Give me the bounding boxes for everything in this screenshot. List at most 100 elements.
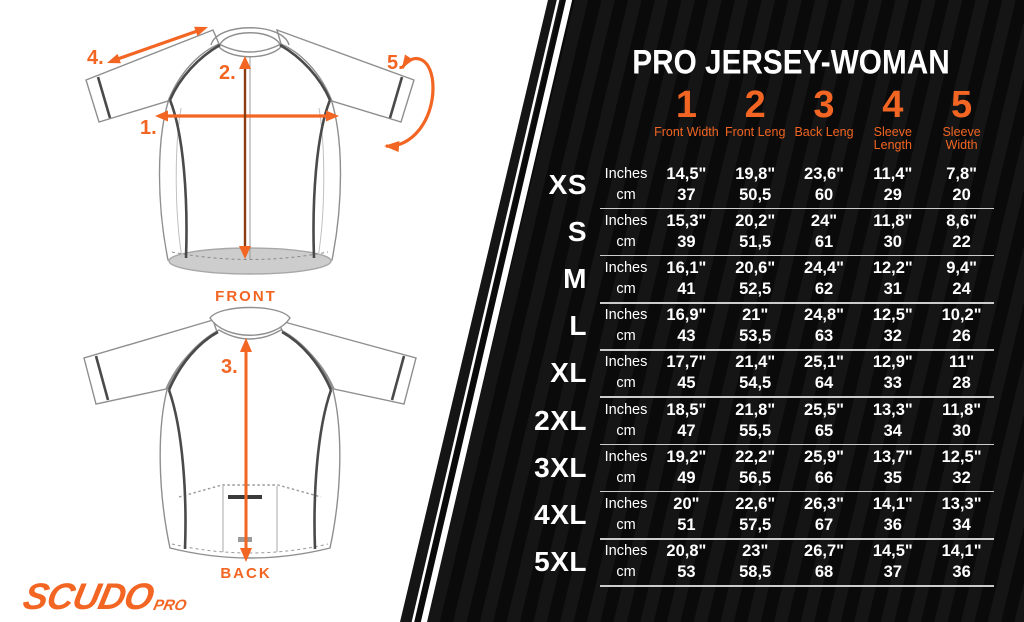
- measurement-cell: 26,3" 67: [790, 494, 859, 536]
- measurement-cell: 14,5" 37: [858, 541, 927, 583]
- measure-arrow-front-width: [155, 110, 339, 122]
- cm-value: 31: [883, 279, 902, 298]
- cm-value: 26: [952, 327, 971, 346]
- measurement-cell: 24" 61: [790, 211, 859, 253]
- cm-value: 60: [814, 185, 834, 204]
- measurement-cell: 13,7" 35: [858, 447, 927, 489]
- diagonal-stripes-background: [400, 0, 1024, 622]
- cm-value: 45: [677, 374, 696, 393]
- measure-arrow-sleeve-width: [384, 54, 435, 152]
- page-title: PRO JERSEY-WOMAN: [632, 42, 950, 82]
- cm-value: 64: [814, 374, 834, 393]
- cm-value: 58,5: [739, 563, 772, 582]
- inches-value: 20,6": [735, 258, 776, 277]
- measurement-cell: 23,6" 60: [790, 164, 859, 206]
- column-label: Front Leng: [724, 125, 786, 139]
- measurement-cell: 11,8" 30: [858, 211, 927, 253]
- measurement-cell: 11,4" 29: [858, 164, 927, 206]
- measurement-cell: 22,6" 57,5: [721, 494, 790, 536]
- measurement-cell: 12,2" 31: [858, 258, 927, 300]
- unit-label: Inches: [604, 401, 648, 418]
- cm-value: 30: [952, 421, 971, 440]
- unit-label: cm: [616, 328, 636, 345]
- inches-value: 15,3": [666, 211, 707, 230]
- size-label: M: [563, 262, 587, 294]
- measurement-cell: 8,6" 22: [927, 211, 996, 253]
- inches-value: 21,8": [735, 400, 776, 419]
- measurement-cell: 24,4" 62: [790, 258, 859, 300]
- unit-labels: Inches cm: [600, 258, 652, 300]
- cm-value: 29: [883, 185, 902, 204]
- cm-value: 67: [814, 515, 834, 534]
- inches-value: 24": [810, 211, 838, 230]
- inches-value: 26,7": [804, 542, 844, 561]
- size-row: L Inches cm 16,9" 43 21" 53,5 24,8" 63 12,5" 32 10,…: [530, 303, 996, 351]
- inches-value: 24,8": [804, 306, 844, 325]
- unit-labels: Inches cm: [600, 447, 652, 489]
- column-headers: 1 Front Width 2 Front Leng 3 Back Leng 4…: [652, 84, 996, 152]
- inches-value: 14,5": [666, 164, 707, 183]
- logo-brand-text: SCUDO: [19, 576, 157, 617]
- measurement-cell: 21,4" 54,5: [721, 352, 790, 394]
- inches-value: 8,6": [946, 211, 977, 230]
- unit-label: cm: [616, 233, 636, 250]
- measurement-cell: 12,9" 33: [858, 352, 927, 394]
- measurement-cell: 21" 53,5: [721, 305, 790, 347]
- cm-value: 36: [952, 563, 971, 582]
- column-header: 5 Sleeve Width: [927, 86, 996, 152]
- cm-value: 43: [677, 327, 696, 346]
- unit-label: Inches: [604, 259, 648, 276]
- unit-label: cm: [616, 469, 636, 486]
- cm-value: 41: [677, 279, 696, 298]
- measure-arrow-sleeve-length: [107, 26, 208, 64]
- cm-value: 39: [677, 232, 696, 251]
- column-number: 2: [744, 84, 766, 126]
- size-row: XL Inches cm 17,7" 45 21,4" 54,5 25,1" 64 12,9" 33…: [530, 350, 996, 399]
- unit-label: Inches: [604, 354, 648, 371]
- cm-value: 34: [883, 421, 902, 440]
- cm-value: 32: [883, 327, 902, 346]
- size-label: 3XL: [534, 451, 587, 483]
- measurement-cell: 20,6" 52,5: [721, 258, 790, 300]
- inches-value: 25,1": [804, 353, 844, 372]
- arrow-label-2: 2.: [219, 62, 236, 84]
- column-number: 1: [675, 84, 697, 126]
- arrow-label-5: 5.: [387, 52, 404, 74]
- column-header: 1 Front Width: [652, 84, 721, 152]
- column-label: Back Leng: [794, 125, 854, 139]
- measurement-cell: 26,7" 68: [790, 541, 859, 583]
- cm-value: 35: [883, 468, 902, 487]
- measurement-cell: 12,5" 32: [927, 447, 996, 489]
- measurement-cell: 10,2" 26: [927, 305, 996, 347]
- column-number: 3: [813, 84, 835, 126]
- inches-value: 20": [673, 494, 700, 513]
- inches-value: 16,1": [666, 258, 707, 277]
- cm-value: 52,5: [739, 279, 772, 298]
- column-header: 4 Sleeve Length: [858, 86, 927, 152]
- inches-value: 25,9": [804, 447, 844, 466]
- size-row: 2XL Inches cm 18,5" 47 21,8" 55,5 25,5" 65 13,3" 3…: [530, 397, 996, 446]
- cm-value: 37: [883, 563, 902, 582]
- cm-value: 61: [814, 232, 834, 251]
- measurement-cell: 13,3" 34: [858, 400, 927, 442]
- inches-value: 18,5": [666, 400, 707, 419]
- inches-value: 21,4": [735, 353, 776, 372]
- cm-value: 63: [814, 327, 834, 346]
- cm-value: 50,5: [739, 185, 772, 204]
- inches-value: 7,8": [946, 164, 977, 183]
- cm-value: 28: [952, 374, 971, 393]
- inches-value: 11,8": [942, 400, 982, 419]
- unit-label: cm: [616, 422, 636, 439]
- front-view-label: FRONT: [215, 288, 277, 305]
- measurement-cell: 14,5" 37: [652, 164, 721, 206]
- measurement-cell: 11,8" 30: [927, 400, 996, 442]
- measurement-cell: 17,7" 45: [652, 352, 721, 394]
- unit-label: Inches: [604, 307, 648, 324]
- inches-value: 20,8": [666, 542, 707, 561]
- cm-value: 57,5: [739, 515, 772, 534]
- size-row: XS Inches cm 14,5" 37 19,8" 50,5 23,6" 60 11,4" 29…: [530, 161, 996, 210]
- unit-label: Inches: [604, 212, 648, 229]
- cm-value: 30: [883, 232, 902, 251]
